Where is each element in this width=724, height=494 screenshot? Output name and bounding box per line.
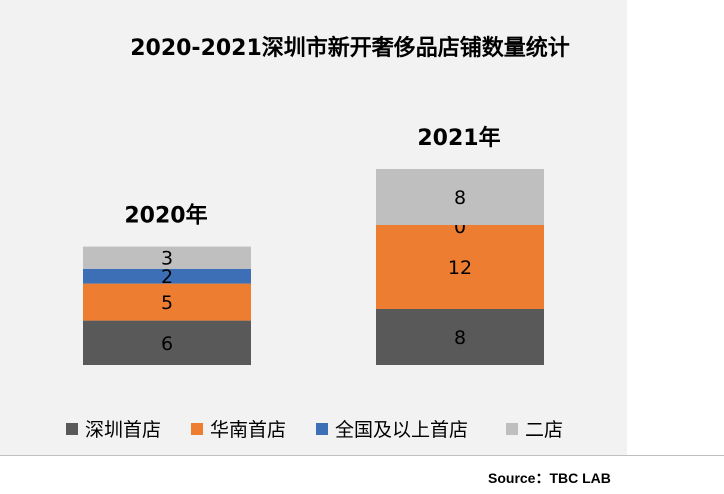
category-label-0: 2020年 — [124, 203, 207, 229]
bar-segment-1-1 — [376, 225, 544, 309]
legend-item-2: 全国及以上首店 — [316, 415, 468, 442]
legend-label-1: 华南首店 — [210, 419, 287, 441]
data-label-0-3: 3 — [161, 248, 173, 270]
legend-label-2: 全国及以上首店 — [335, 419, 469, 441]
category-label-1: 2021年 — [417, 125, 500, 151]
data-label-1-3: 8 — [454, 187, 466, 209]
legend-swatch-0 — [66, 423, 78, 435]
legend: 深圳首店 华南首店 全国及以上首店 二店 — [66, 415, 626, 441]
source-note: Source：TBC LAB — [488, 470, 611, 486]
data-label-0-0: 6 — [161, 333, 173, 355]
legend-swatch-1 — [191, 423, 203, 435]
bar-segment-0-3 — [83, 246, 251, 269]
bottom-rule — [0, 455, 724, 456]
bar-segment-0-0 — [83, 320, 251, 365]
legend-item-1: 华南首店 — [191, 415, 286, 442]
bar-segment-0-1 — [83, 283, 251, 321]
legend-item-3: 二店 — [506, 415, 563, 442]
data-label-0-2: 2 — [161, 266, 173, 288]
data-label-1-1: 12 — [448, 257, 472, 279]
legend-label-3: 二店 — [525, 419, 564, 441]
data-label-1-0: 8 — [454, 327, 466, 349]
data-label-0-1: 5 — [161, 292, 173, 314]
bar-segment-1-3 — [376, 169, 544, 225]
legend-item-0: 深圳首店 — [66, 415, 161, 442]
bar-segment-0-2 — [83, 268, 251, 284]
chart-title: 2020-2021深圳市新开奢侈品店铺数量统计 — [130, 36, 570, 61]
bar-segment-1-0 — [376, 309, 544, 365]
legend-label-0: 深圳首店 — [85, 419, 162, 441]
legend-swatch-3 — [506, 423, 518, 435]
legend-swatch-2 — [316, 423, 328, 435]
